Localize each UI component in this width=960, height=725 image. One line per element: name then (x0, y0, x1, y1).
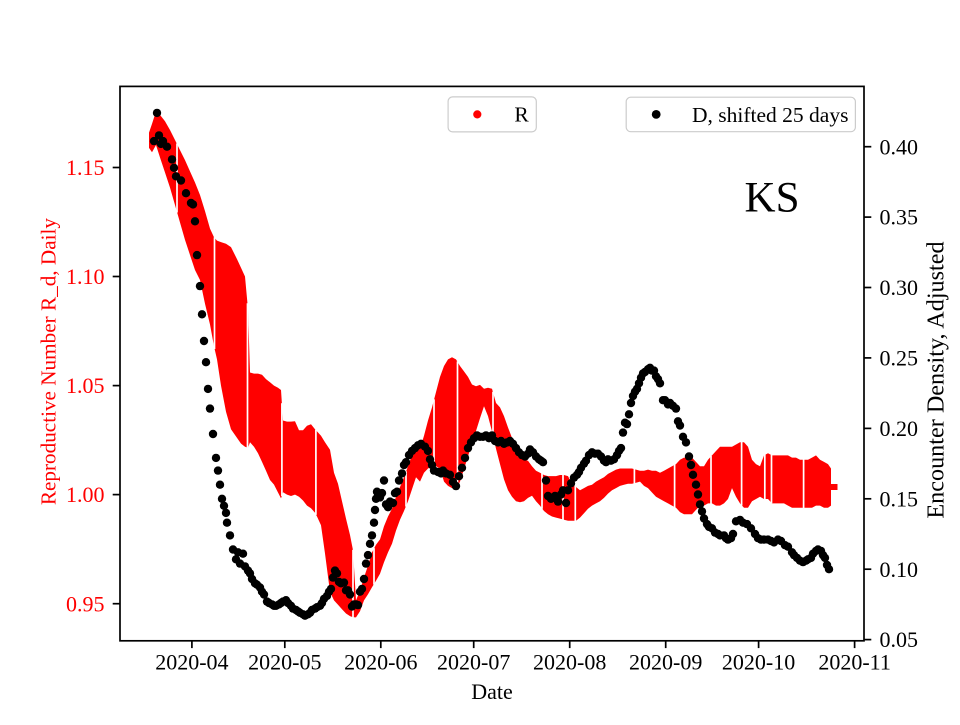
svg-text:2020-11: 2020-11 (818, 650, 891, 675)
svg-text:D, shifted 25 days: D, shifted 25 days (692, 103, 848, 127)
svg-text:0.05: 0.05 (880, 627, 919, 652)
svg-text:Encounter Density, Adjusted: Encounter Density, Adjusted (923, 241, 950, 518)
svg-text:2020-08: 2020-08 (533, 650, 606, 675)
svg-text:Date: Date (471, 679, 513, 704)
svg-text:0.35: 0.35 (880, 205, 919, 230)
svg-text:2020-04: 2020-04 (155, 650, 228, 675)
svg-text:Reproductive Number R_d, Daily: Reproductive Number R_d, Daily (37, 218, 61, 506)
svg-text:2020-07: 2020-07 (437, 650, 510, 675)
svg-text:0.25: 0.25 (880, 346, 919, 371)
svg-text:2020-05: 2020-05 (248, 650, 321, 675)
svg-text:2020-10: 2020-10 (722, 650, 795, 675)
svg-text:1.05: 1.05 (66, 373, 105, 398)
svg-text:1.10: 1.10 (66, 264, 105, 289)
svg-text:0.40: 0.40 (880, 134, 919, 159)
svg-text:0.20: 0.20 (880, 416, 919, 441)
svg-text:2020-06: 2020-06 (344, 650, 417, 675)
svg-text:1.00: 1.00 (66, 482, 105, 507)
svg-text:2020-09: 2020-09 (629, 650, 702, 675)
svg-text:KS: KS (745, 175, 800, 222)
svg-text:0.95: 0.95 (66, 591, 105, 616)
svg-text:0.15: 0.15 (880, 486, 919, 511)
svg-text:0.30: 0.30 (880, 275, 919, 300)
svg-text:R: R (514, 103, 529, 127)
svg-text:0.10: 0.10 (880, 557, 919, 582)
svg-text:1.15: 1.15 (66, 155, 105, 180)
